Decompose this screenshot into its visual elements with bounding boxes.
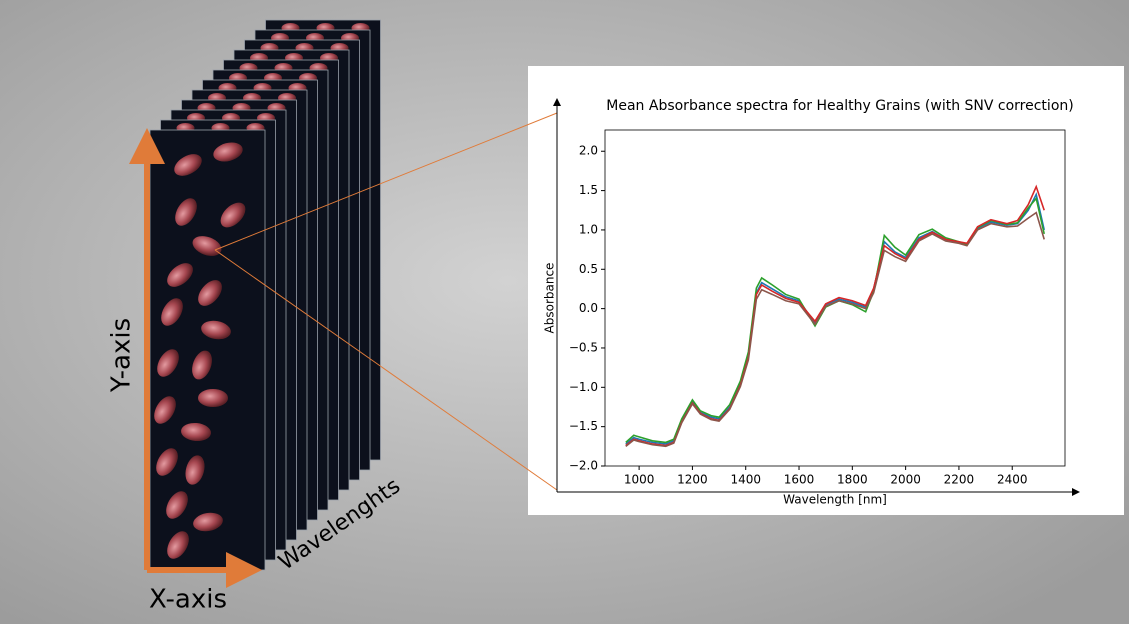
y-tick-label: 1.0 [579,222,598,236]
chart-panel [528,66,1124,515]
figure: Y-axis X-axis Wavelenghts Mean Absorbanc… [0,0,1129,624]
y-tick-label: −1.0 [569,380,598,394]
page: Y-axis X-axis Wavelenghts Mean Absorbanc… [0,0,1129,624]
x-tick-label: 2400 [997,473,1028,487]
x-axis-title: Wavelength [nm] [783,493,887,507]
x-tick-label: 2000 [890,473,921,487]
y-tick-label: −0.5 [569,340,598,354]
x-tick-label: 2200 [944,473,975,487]
hyperspectral-cube [150,20,381,570]
x-axis-label: X-axis [149,585,227,615]
grain [198,389,228,407]
y-tick-label: 0.0 [579,301,598,315]
chart-title: Mean Absorbance spectra for Healthy Grai… [606,98,1073,114]
x-tick-label: 1600 [784,473,815,487]
y-axis-title: Absorbance [543,263,557,334]
y-tick-label: −2.0 [569,459,598,473]
x-tick-label: 1000 [624,473,655,487]
y-axis-label: Y-axis [107,318,137,393]
x-tick-label: 1800 [837,473,868,487]
x-tick-label: 1200 [677,473,708,487]
y-tick-label: 2.0 [579,144,598,158]
y-tick-label: 0.5 [579,262,598,276]
x-tick-label: 1400 [730,473,761,487]
y-tick-label: −1.5 [569,419,598,433]
y-tick-label: 1.5 [579,183,598,197]
spectral-layer [150,130,265,570]
